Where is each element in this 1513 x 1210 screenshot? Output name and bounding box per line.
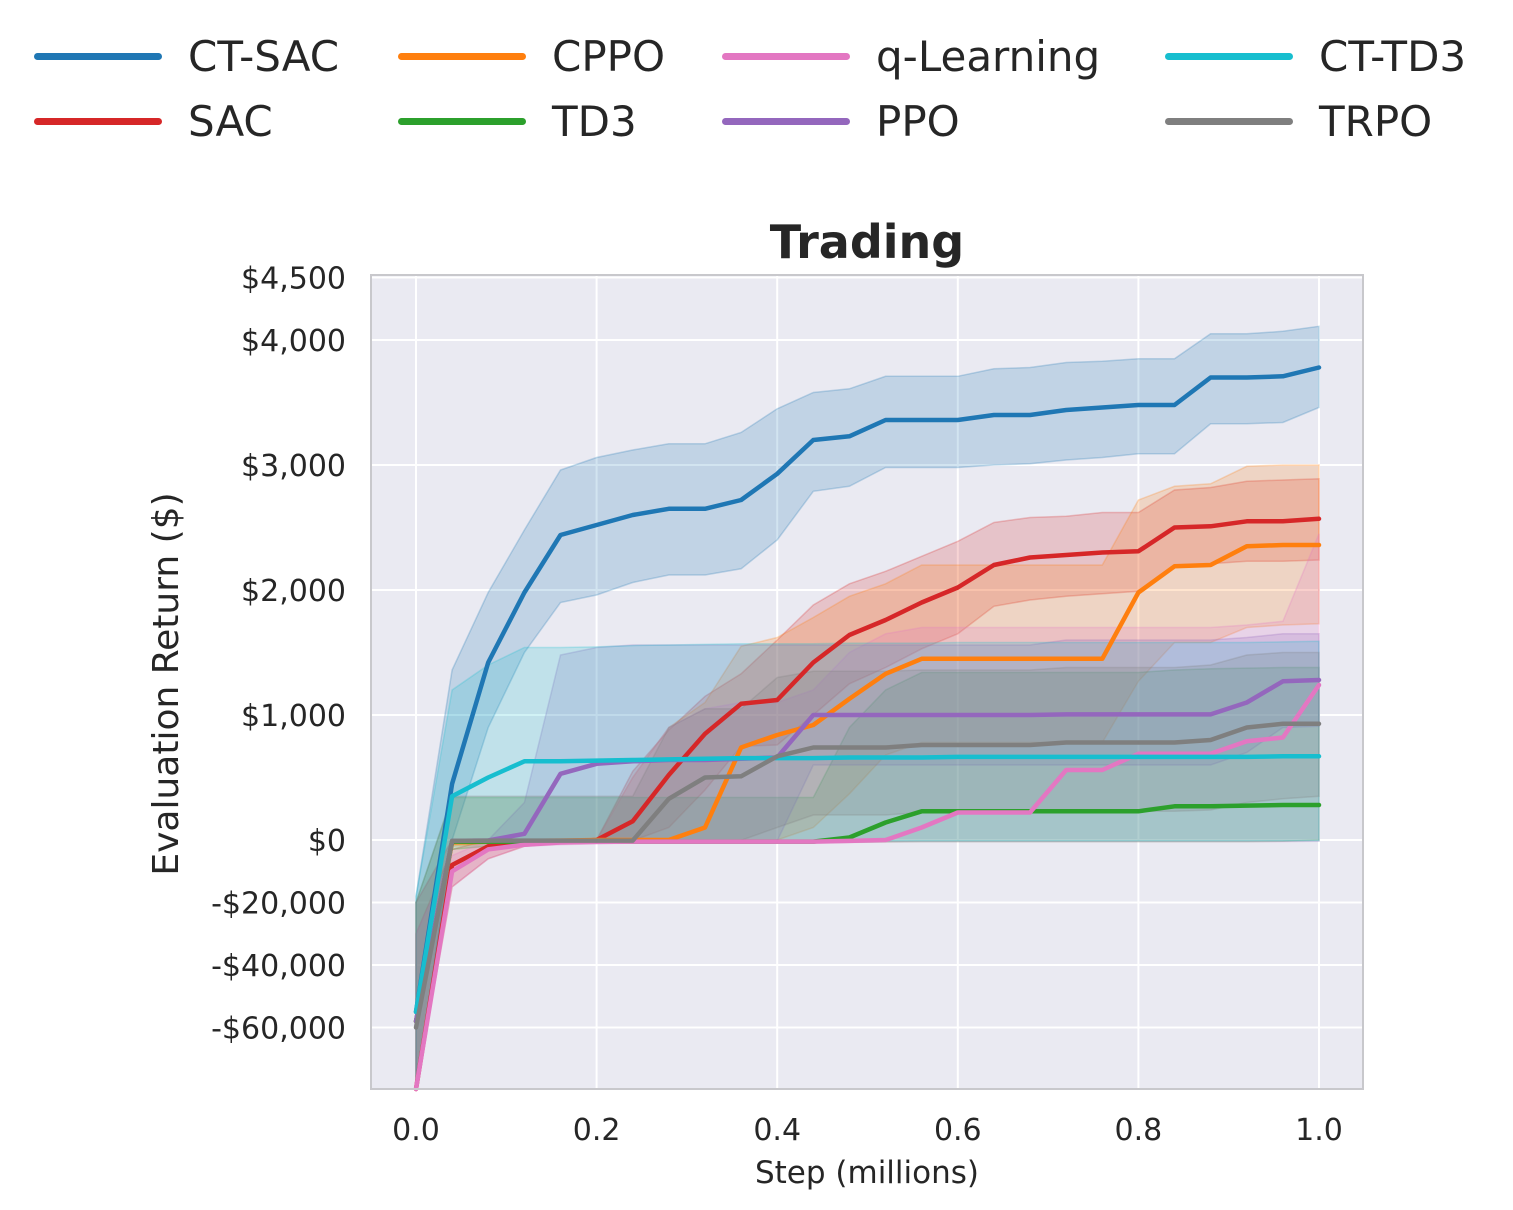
legend-item-ct-sac: CT-SAC	[34, 26, 339, 86]
x-tick-label: 0.2	[573, 1113, 621, 1148]
legend-item-sac: SAC	[34, 91, 273, 151]
y-tick-label: $0	[308, 824, 346, 859]
x-tick-label: 0.6	[934, 1113, 982, 1148]
band-sac	[415, 478, 1320, 1090]
y-tick-labels: $4,500 $4,000 $3,000 $2,000 $1,000 $0 -$20,000…	[211, 262, 346, 1047]
y-tick-label: $3,000	[241, 449, 346, 484]
series-line-ct-td3	[413, 754, 1322, 1015]
legend-label: CT-TD3	[1319, 31, 1467, 81]
legend-item-trpo: TRPO	[1165, 91, 1432, 151]
x-tick-label: 0.0	[392, 1113, 440, 1148]
gridlines	[371, 275, 1363, 1089]
plot-frame	[370, 274, 1364, 1090]
legend-item-ppo: PPO	[722, 91, 960, 151]
band-ct-sac	[415, 325, 1320, 1090]
legend-label: TRPO	[1319, 96, 1433, 146]
legend-item-ct-td3: CT-TD3	[1165, 26, 1466, 86]
y-tick-label: $1,000	[241, 699, 346, 734]
legend-swatch	[722, 52, 850, 60]
x-tick-label: 1.0	[1295, 1113, 1343, 1148]
legend-label: PPO	[876, 96, 960, 146]
plot-background	[371, 275, 1363, 1089]
legend-label: TD3	[552, 96, 637, 146]
chart-title: Trading	[770, 215, 964, 269]
legend-swatch	[34, 52, 162, 60]
x-tick-label: 0.8	[1115, 1113, 1163, 1148]
legend-swatch	[398, 52, 526, 60]
x-axis-label: Step (millions)	[755, 1155, 979, 1191]
legend-swatch	[1165, 117, 1293, 125]
y-tick-label: -$40,000	[211, 949, 346, 984]
series-line-trpo	[413, 721, 1322, 1030]
y-tick-label: $4,500	[241, 262, 346, 297]
series-line-ppo	[413, 677, 1322, 1024]
legend-swatch	[398, 117, 526, 125]
y-tick-label: -$60,000	[211, 1012, 346, 1047]
y-tick-label: $4,000	[241, 324, 346, 359]
legend-item-cppo: CPPO	[398, 26, 665, 86]
legend-label: CPPO	[552, 31, 666, 81]
x-tick-label: 0.4	[753, 1113, 801, 1148]
series-lines	[413, 365, 1322, 1092]
legend-label: SAC	[188, 96, 273, 146]
series-line-ct-sac	[413, 365, 1322, 1015]
legend-swatch	[722, 117, 850, 125]
y-tick-label: -$20,000	[211, 887, 346, 922]
legend-item-q-learning: q-Learning	[722, 26, 1100, 86]
x-tick-labels: 0.0 0.2 0.4 0.6 0.8 1.0	[392, 1113, 1343, 1148]
confidence-bands	[415, 325, 1320, 1090]
y-axis-label: Evaluation Return ($)	[146, 492, 187, 875]
y-tick-label: $2,000	[241, 574, 346, 609]
legend-swatch	[1165, 52, 1293, 60]
legend-label: CT-SAC	[188, 31, 340, 81]
legend-item-td3: TD3	[398, 91, 637, 151]
legend-label: q-Learning	[876, 31, 1101, 81]
legend: CT-SAC SAC CPPO TD3 q-Learning PPO CT-TD3 TRPO	[0, 0, 1513, 170]
legend-swatch	[34, 117, 162, 125]
